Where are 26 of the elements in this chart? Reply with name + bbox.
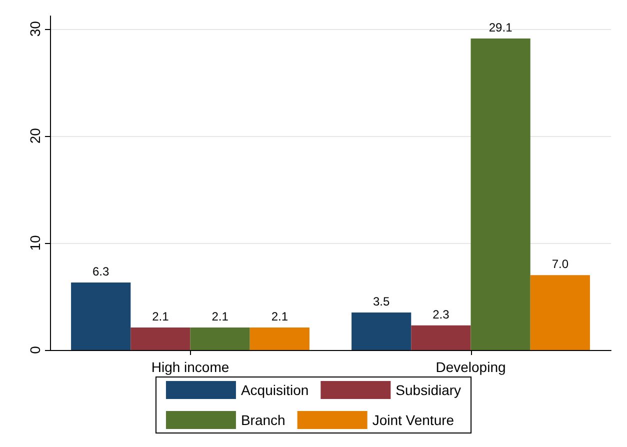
data-label: 3.5 [372, 294, 390, 309]
y-tick-label: 30 [27, 20, 43, 37]
legend-label: Subsidiary [396, 382, 462, 398]
bar [530, 275, 590, 350]
legend-label: Joint Venture [372, 412, 454, 428]
data-label: 2.1 [271, 310, 288, 324]
bar [190, 328, 250, 350]
data-label: 7.0 [552, 257, 569, 272]
bar [352, 312, 412, 350]
data-label: 6.3 [92, 264, 110, 279]
bar [130, 328, 190, 350]
x-tick-label: High income [151, 359, 230, 375]
legend-label: Acquisition [240, 382, 309, 398]
data-label: 2.3 [432, 307, 450, 322]
data-label: 29.1 [488, 20, 513, 34]
legend-label: Branch [240, 412, 286, 428]
y-tick-label: 20 [27, 128, 43, 144]
bar [71, 282, 131, 350]
data-label: 2.1 [152, 310, 170, 324]
y-tick-label: 0 [27, 346, 43, 354]
bar [411, 325, 471, 350]
data-label: 2.1 [212, 310, 229, 324]
y-tick-label: 10 [27, 234, 43, 251]
bar [250, 328, 310, 350]
bar [470, 38, 530, 350]
x-tick-label: Developing [436, 359, 506, 375]
